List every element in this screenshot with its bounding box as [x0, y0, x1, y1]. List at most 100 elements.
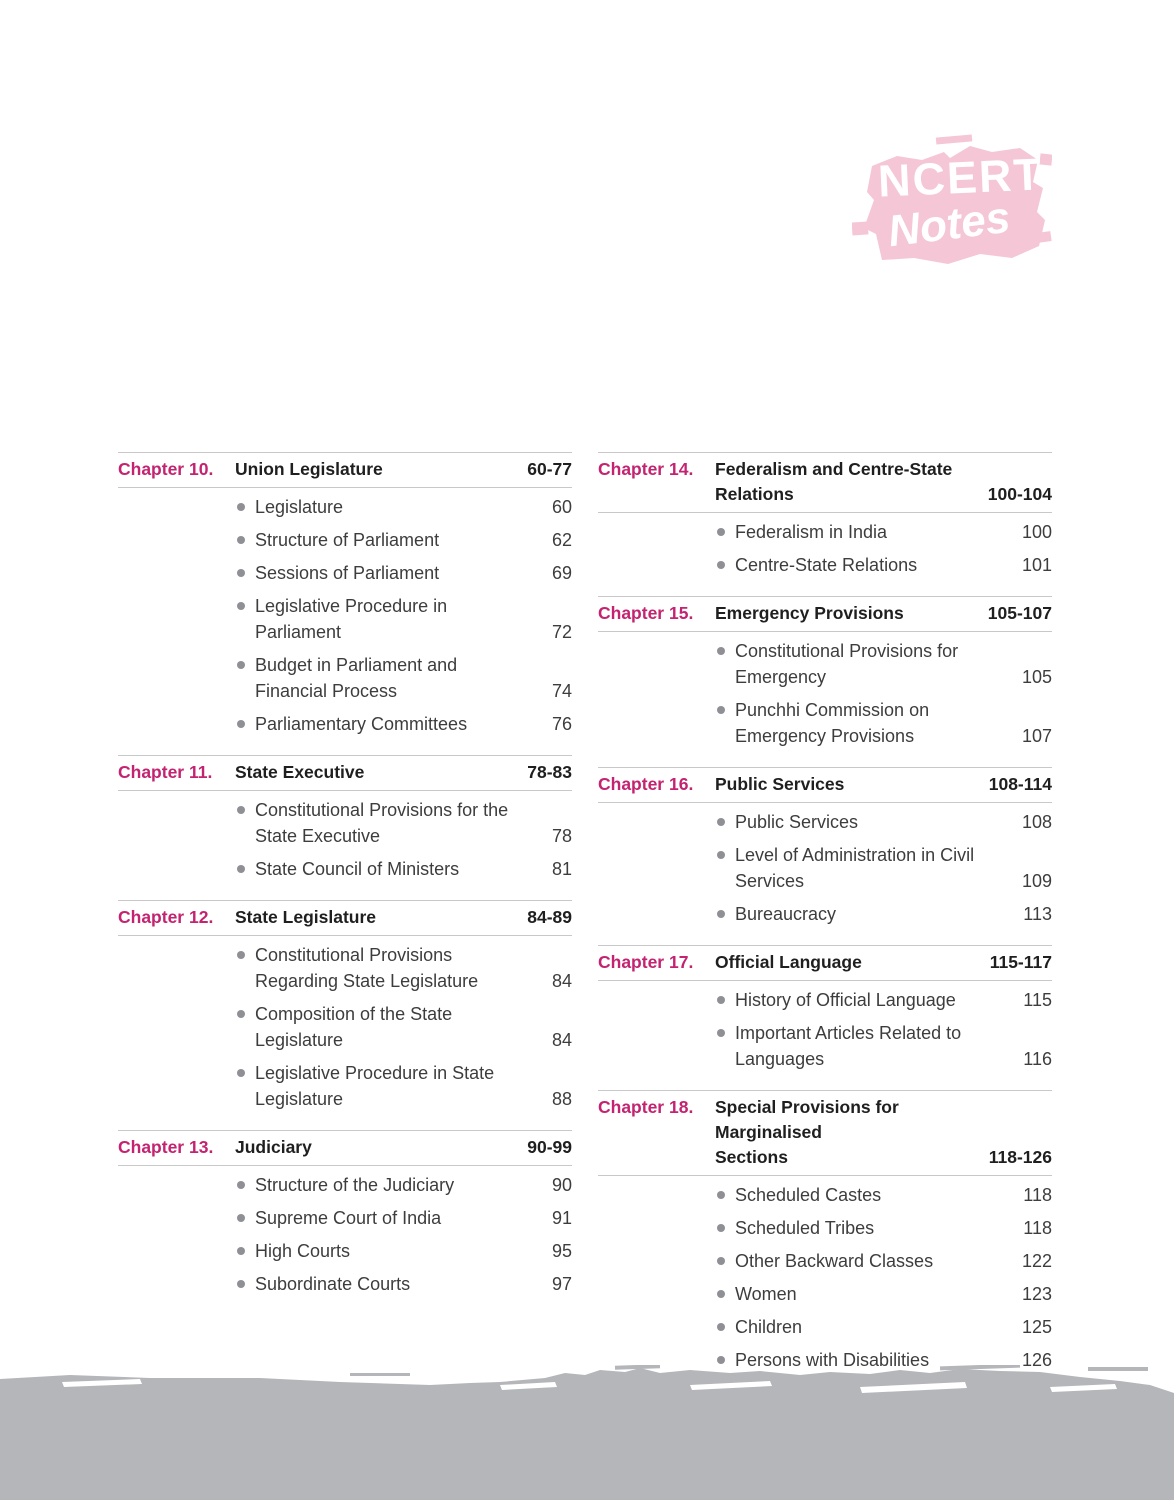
bullet-icon — [237, 1010, 245, 1018]
chapter-page-range: 84-89 — [527, 907, 572, 927]
bullet-icon — [717, 1323, 725, 1331]
chapter-items: Federalism in India 100 Centre-State Relat… — [598, 513, 1052, 578]
item-title: Supreme Court of India — [255, 1208, 442, 1228]
bullet-icon — [717, 996, 725, 1004]
item-title: Legislature — [255, 497, 344, 517]
item-title: Constitutional Provisions for the State … — [255, 800, 509, 846]
bullet-icon — [717, 1290, 725, 1298]
toc-item: Constitutional Provisions for the State … — [235, 797, 572, 849]
chapter-page-range: 105-107 — [987, 603, 1052, 623]
item-page-number: 125 — [1021, 1317, 1052, 1337]
item-title: Scheduled Tribes — [735, 1218, 875, 1238]
chapter-block: Chapter 12. State Legislature 84-89 Constit… — [118, 900, 572, 1112]
bullet-icon — [717, 1356, 725, 1364]
bullet-icon — [717, 1029, 725, 1037]
chapter-page-range: 100-104 — [987, 484, 1052, 504]
toc-item: Important Articles Related to Languages 1… — [715, 1020, 1052, 1072]
toc-item: Structure of the Judiciary 90 — [235, 1172, 572, 1198]
item-title: Structure of the Judiciary — [255, 1175, 455, 1195]
chapter-title: Emergency Provisions — [715, 603, 904, 623]
chapter-title: Public Services — [715, 774, 845, 794]
item-page-number: 78 — [551, 826, 572, 846]
item-title: Level of Administration in Civil Service… — [735, 845, 975, 891]
item-page-number: 90 — [551, 1175, 572, 1195]
bullet-icon — [717, 647, 725, 655]
chapter-header: Chapter 10. Union Legislature 60-77 — [118, 452, 572, 488]
logo-brush-background — [852, 134, 1052, 264]
chapter-header: Chapter 18. Special Provisions for Margin… — [598, 1090, 1052, 1176]
item-title: High Courts — [255, 1241, 351, 1261]
item-page-number: 113 — [1023, 904, 1052, 924]
bullet-icon — [717, 910, 725, 918]
chapter-items: Legislature 60 Structure of Parliament 62 Se… — [118, 488, 572, 737]
item-page-number: 107 — [1021, 726, 1052, 746]
bullet-icon — [237, 569, 245, 577]
chapter-header: Chapter 14. Federalism and Centre-State R… — [598, 452, 1052, 513]
toc-item: Public Services 108 — [715, 809, 1052, 835]
toc-item: Persons with Disabilities 126 — [715, 1347, 1052, 1373]
item-title: Constitutional Provisions for Emergency — [735, 641, 959, 687]
item-title: Punchhi Commission on Emergency Provisio… — [735, 700, 930, 746]
chapter-items: History of Official Language 115 Important… — [598, 981, 1052, 1072]
bullet-icon — [237, 1181, 245, 1189]
toc-column-right: Chapter 14. Federalism and Centre-State R… — [598, 452, 1052, 1391]
chapter-title: State Legislature — [235, 907, 377, 927]
bullet-icon — [717, 561, 725, 569]
chapter-header: Chapter 15. Emergency Provisions 105-107 — [598, 596, 1052, 632]
item-page-number: 95 — [551, 1241, 572, 1261]
bullet-icon — [237, 1214, 245, 1222]
chapter-label: Chapter 14. — [598, 459, 694, 479]
item-page-number: 97 — [551, 1274, 572, 1294]
item-title: Federalism in India — [735, 522, 888, 542]
item-page-number: 69 — [551, 563, 572, 583]
item-page-number: 60 — [551, 497, 572, 517]
item-title: History of Official Language — [735, 990, 956, 1010]
toc-item: Structure of Parliament 62 — [235, 527, 572, 553]
toc-item: Constitutional Provisions for Emergency 1… — [715, 638, 1052, 690]
toc-item: Scheduled Castes 118 — [715, 1182, 1052, 1208]
toc-item: Legislative Procedure in Parliament 72 — [235, 593, 572, 645]
chapter-title: State Executive — [235, 762, 365, 782]
bullet-icon — [237, 720, 245, 728]
chapter-block: Chapter 18. Special Provisions for Margin… — [598, 1090, 1052, 1373]
toc-item: Bureaucracy 113 — [715, 901, 1052, 927]
chapter-block: Chapter 11. State Executive 78-83 Constitut… — [118, 755, 572, 882]
item-title: State Council of Ministers — [255, 859, 460, 879]
toc-item: Centre-State Relations 101 — [715, 552, 1052, 578]
chapter-title: Judiciary — [235, 1137, 312, 1157]
chapter-label: Chapter 16. — [598, 774, 694, 794]
toc-item: Children 125 — [715, 1314, 1052, 1340]
bullet-icon — [717, 1191, 725, 1199]
chapter-label: Chapter 10. — [118, 459, 214, 479]
chapter-header: Chapter 11. State Executive 78-83 — [118, 755, 572, 791]
toc-item: Level of Administration in Civil Service… — [715, 842, 1052, 894]
item-title: Scheduled Castes — [735, 1185, 882, 1205]
chapter-block: Chapter 10. Union Legislature 60-77 Legisla… — [118, 452, 572, 737]
chapter-page-range: 90-99 — [527, 1137, 572, 1157]
bullet-icon — [237, 503, 245, 511]
chapter-items: Scheduled Castes 118 Scheduled Tribes 118 Ot… — [598, 1176, 1052, 1373]
chapter-title: Official Language — [715, 952, 862, 972]
item-page-number: 116 — [1023, 1049, 1052, 1069]
item-title: Structure of Parliament — [255, 530, 440, 550]
item-page-number: 123 — [1021, 1284, 1052, 1304]
item-title: Centre-State Relations — [735, 555, 918, 575]
chapter-block: Chapter 14. Federalism and Centre-State R… — [598, 452, 1052, 578]
item-page-number: 62 — [551, 530, 572, 550]
item-page-number: 74 — [551, 681, 572, 701]
item-title: Legislative Procedure in Parliament — [255, 596, 448, 642]
item-title: Bureaucracy — [735, 904, 837, 924]
ncert-notes-logo: NCERT Notes — [852, 134, 1052, 274]
item-page-number: 118 — [1023, 1185, 1052, 1205]
bullet-icon — [237, 951, 245, 959]
bullet-icon — [237, 661, 245, 669]
bullet-icon — [237, 536, 245, 544]
chapter-block: Chapter 15. Emergency Provisions 105-107 Co… — [598, 596, 1052, 749]
toc-item: Women 123 — [715, 1281, 1052, 1307]
bullet-icon — [717, 851, 725, 859]
chapter-title: Special Provisions for Marginalised Sect… — [715, 1097, 899, 1167]
chapter-label: Chapter 12. — [118, 907, 214, 927]
item-page-number: 81 — [551, 859, 572, 879]
toc-item: Other Backward Classes 122 — [715, 1248, 1052, 1274]
toc-item: History of Official Language 115 — [715, 987, 1052, 1013]
